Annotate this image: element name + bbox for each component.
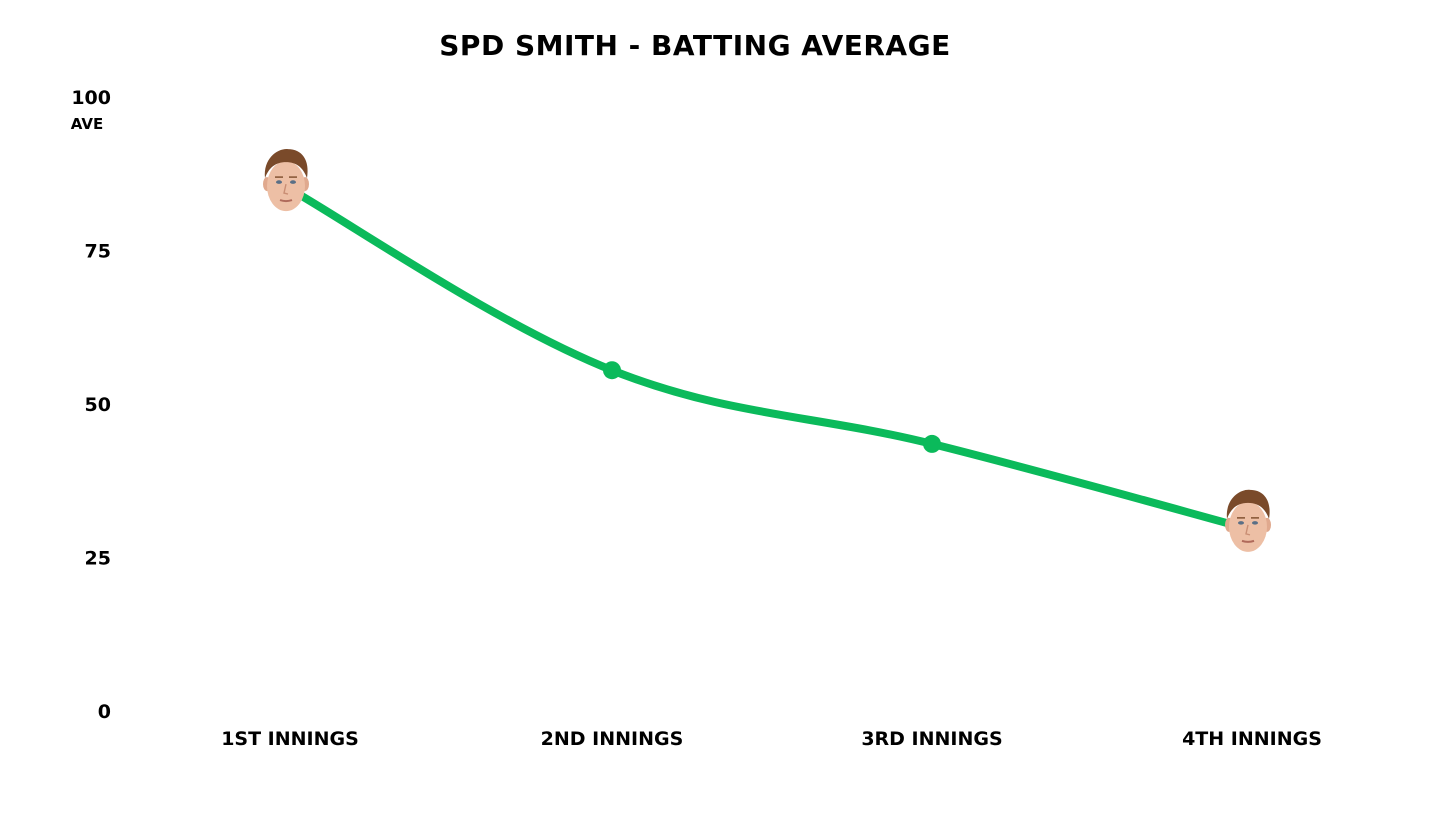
y-axis-ticks: 0 25 50 75 100	[71, 87, 111, 723]
face-mouth	[1241, 539, 1255, 543]
series-layer	[286, 185, 1256, 534]
chart-title: SPD SMITH - BATTING AVERAGE	[439, 29, 950, 62]
y-tick-label: 50	[85, 394, 111, 416]
data-point	[603, 361, 621, 380]
x-tick-label: 4TH INNINGS	[1182, 728, 1322, 750]
data-point	[923, 434, 941, 453]
y-tick-label: 75	[85, 241, 111, 263]
player-face-icon	[1225, 489, 1271, 552]
face-eye-right	[290, 180, 296, 184]
y-axis-label: AVE	[71, 115, 103, 133]
y-tick-label: 100	[71, 87, 111, 109]
x-tick-label: 1ST INNINGS	[221, 728, 359, 750]
face-nose	[1245, 524, 1251, 536]
face-nose	[283, 183, 289, 195]
x-axis-ticks: 1ST INNINGS 2ND INNINGS 3RD INNINGS 4TH INN…	[221, 728, 1322, 750]
marker-layer	[263, 149, 1271, 552]
face-hair	[264, 149, 308, 179]
y-tick-label: 0	[98, 701, 111, 723]
x-tick-label: 2ND INNINGS	[541, 728, 684, 750]
player-face-icon	[263, 149, 309, 212]
face-eye-left	[276, 180, 282, 184]
y-tick-label: 25	[85, 548, 111, 570]
face-hair	[1226, 489, 1270, 519]
x-tick-label: 3RD INNINGS	[861, 728, 1002, 750]
face-eye-right	[1252, 521, 1258, 525]
face-mouth	[279, 199, 293, 203]
series-line	[286, 185, 1256, 534]
face-eye-left	[1238, 521, 1244, 525]
